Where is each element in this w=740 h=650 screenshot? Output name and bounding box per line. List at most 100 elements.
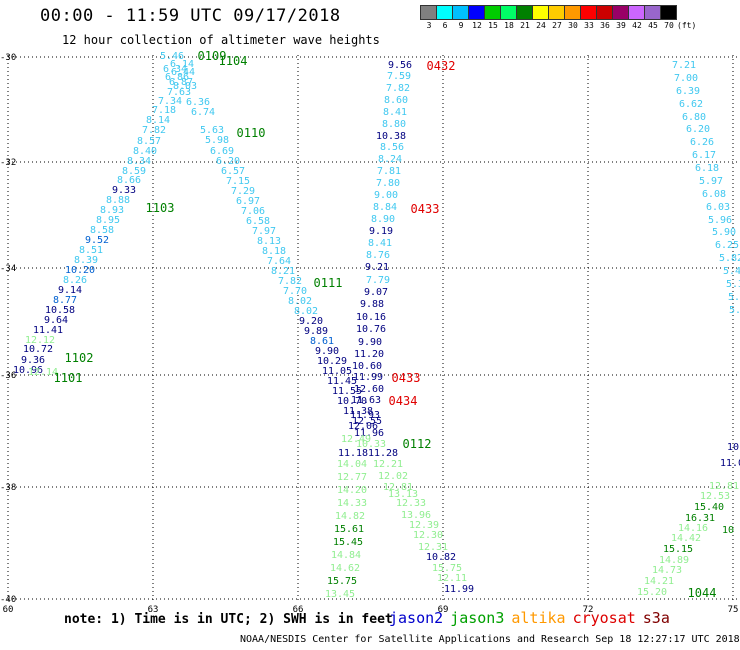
- wave-height-value: 7.82: [386, 83, 410, 94]
- wave-height-value: 11.05: [322, 366, 352, 377]
- wave-height-value: 7.29: [231, 186, 255, 197]
- wave-height-value: 8.60: [384, 95, 408, 106]
- wave-height-value: 14.04: [337, 459, 367, 470]
- wave-height-value: 12.60: [354, 384, 384, 395]
- wave-height-value: 6.14: [170, 59, 194, 70]
- color-scale-label: 18: [504, 21, 514, 30]
- wave-height-value: 6.26: [690, 137, 714, 148]
- wave-height-value: 12.02: [378, 471, 408, 482]
- wave-height-value: 10.33: [356, 439, 386, 450]
- longitude-label: 75: [728, 605, 739, 615]
- color-scale-label: 45: [648, 21, 658, 30]
- wave-height-value: 12.81: [709, 481, 739, 492]
- wave-height-value: 16.31: [685, 513, 715, 524]
- color-scale-label: 3: [426, 21, 432, 30]
- color-swatch: [452, 5, 469, 20]
- wave-height-value: 10.16: [356, 312, 386, 323]
- wave-height-value: 11.93: [350, 410, 380, 421]
- wave-height-value: 9.90: [315, 346, 339, 357]
- pass-time-label: 0433: [392, 371, 421, 385]
- wave-height-value: 12.33: [396, 498, 426, 509]
- wave-height-value: 9.36: [21, 355, 45, 366]
- pass-time-label: 1103: [146, 201, 175, 215]
- wave-height-value: 10.82: [426, 552, 456, 563]
- wave-height-value: 5.72: [728, 292, 740, 303]
- wave-height-value: 11.96: [354, 428, 384, 439]
- pass-time-label: 1044: [688, 586, 717, 600]
- wave-height-value: 11.0: [720, 458, 740, 469]
- longitude-label: 63: [148, 605, 159, 615]
- wave-height-value: 6.58: [246, 216, 270, 227]
- wave-height-value: 8.66: [117, 175, 141, 186]
- wave-height-tracks: 5.466.146.346.446.866.878.037.637.347.18…: [13, 51, 740, 600]
- wave-height-value: 10.29: [317, 356, 347, 367]
- wave-height-value: 8.84: [373, 202, 397, 213]
- color-swatch: [516, 5, 533, 20]
- wave-height-value: 7.34: [158, 96, 182, 107]
- wave-height-value: 5.11: [729, 305, 740, 316]
- latitude-labels: -30 -32 -34 -36 -38 -40: [0, 53, 16, 605]
- latitude-label: -36: [0, 371, 16, 381]
- wave-height-value: 14.16: [678, 523, 708, 534]
- wave-height-value: 5.40: [723, 266, 740, 277]
- wave-height-value: 6.39: [676, 86, 700, 97]
- wave-height-value: 8.88: [106, 195, 130, 206]
- wave-height-value: 7.82: [142, 125, 166, 136]
- wave-height-value: 8.76: [366, 250, 390, 261]
- map-grid: [7, 55, 740, 600]
- wave-height-value: 10.72: [23, 344, 53, 355]
- wave-height-value: 12.55: [352, 416, 382, 427]
- wave-height-value: 15.20: [637, 587, 667, 598]
- wave-height-value: 5.82: [719, 253, 740, 264]
- pass-time-label: 0112: [403, 437, 432, 451]
- color-scale-label: 24: [536, 21, 546, 30]
- color-swatch: [628, 5, 645, 20]
- wave-height-value: 14.42: [671, 533, 701, 544]
- wave-height-value: 9.56: [388, 60, 412, 71]
- track: 10.11.012.8112.5315.4016.3114.1614.4215.…: [637, 442, 740, 598]
- track: 7.21 7.00 6.39 6.62 6.806.20 6.26 6.17 6.18 5.97…: [672, 60, 740, 316]
- longitude-label: 69: [438, 605, 449, 615]
- pass-time-label: 1104: [219, 54, 248, 68]
- wave-height-value: 6.34: [163, 64, 187, 75]
- color-scale-bar: [420, 5, 677, 20]
- color-swatch: [596, 5, 613, 20]
- wave-height-value: 7.59: [387, 71, 411, 82]
- wave-height-value: 12.14: [28, 367, 58, 378]
- wave-height-value: 7.82: [278, 276, 302, 287]
- color-swatch: [612, 5, 629, 20]
- pass-time-label: 1101: [54, 371, 83, 385]
- wave-height-value: 8.61: [310, 336, 334, 347]
- wave-height-value: 6.17: [692, 150, 716, 161]
- wave-height-value: 9.20: [299, 316, 323, 327]
- wave-height-value: 11.18: [338, 448, 368, 459]
- wave-height-value: 8.39: [74, 255, 98, 266]
- wave-height-value: 12.11: [437, 573, 467, 584]
- color-swatch: [532, 5, 549, 20]
- color-swatch: [644, 5, 661, 20]
- wave-height-value: 6.57: [221, 166, 245, 177]
- pass-time-label: 0432: [427, 59, 456, 73]
- longitude-label: 60: [3, 605, 14, 615]
- color-swatch: [580, 5, 597, 20]
- wave-height-value: 5.98: [205, 135, 229, 146]
- wave-height-value: 10.38: [376, 131, 406, 142]
- wave-height-value: 7.80: [376, 178, 400, 189]
- wave-height-value: 11.28: [368, 448, 398, 459]
- wave-height-value: 12.31: [418, 542, 448, 553]
- wave-height-value: 8.90: [371, 214, 395, 225]
- wave-height-value: 6.62: [679, 99, 703, 110]
- color-scale-label: 33: [584, 21, 594, 30]
- wave-height-value: 9.07: [364, 287, 388, 298]
- wave-height-value: 11.63: [351, 395, 381, 406]
- wave-height-value: 6.74: [191, 107, 215, 118]
- page-subtitle: 12 hour collection of altimeter wave hei…: [62, 33, 380, 47]
- wave-height-value: 6.69: [210, 146, 234, 157]
- wave-height-value: 14.33: [337, 498, 367, 509]
- latitude-label: -30: [0, 53, 16, 63]
- color-scale-label: 27: [552, 21, 562, 30]
- color-scale-label: (ft): [677, 21, 697, 30]
- wave-height-value: 7.15: [226, 176, 250, 187]
- legend-entry: jason2: [389, 609, 444, 627]
- wave-height-value: 8.77: [53, 295, 77, 306]
